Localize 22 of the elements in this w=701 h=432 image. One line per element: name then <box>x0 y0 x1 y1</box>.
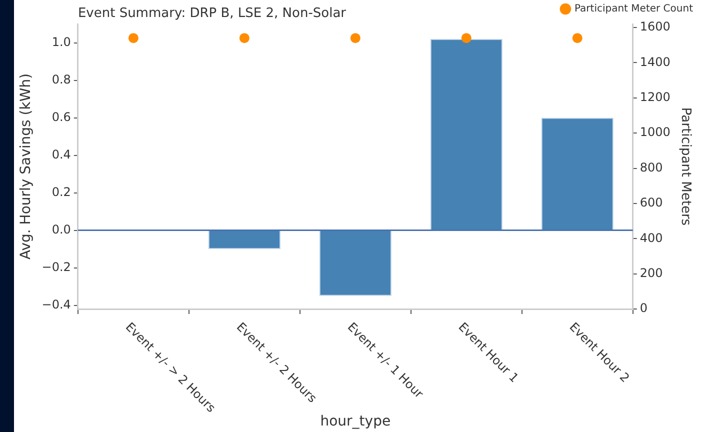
y2-tick-label: 1000 <box>640 125 670 140</box>
legend-label: Participant Meter Count <box>574 4 694 15</box>
y2-tick-label: 1400 <box>640 54 670 69</box>
y2-tick-label: 200 <box>640 266 663 280</box>
y-tick-label: 1.0 <box>52 34 71 49</box>
y2-tick-label: 1200 <box>640 90 670 104</box>
y-tick-label: 0.2 <box>52 184 71 199</box>
y2-tick-label: 400 <box>640 230 663 245</box>
y-axis-title: Avg. Hourly Savings (kWh) <box>18 73 34 260</box>
y-tick-label: 0.6 <box>52 110 71 124</box>
x-axis-title: hour_type <box>320 414 391 430</box>
y-tick-label: 0.0 <box>52 222 71 236</box>
y2-tick-label: 600 <box>640 196 663 210</box>
y-tick-label: −0.2 <box>42 260 71 274</box>
chart-title: Event Summary: DRP B, LSE 2, Non-Solar <box>78 6 347 21</box>
y2-tick-label: 1600 <box>640 20 670 34</box>
y-tick-label: 0.4 <box>52 147 71 162</box>
y2-tick-label: 0 <box>640 301 648 316</box>
y2-tick-label: 800 <box>640 160 663 174</box>
y2-axis-title: Participant Meters <box>678 107 693 226</box>
y-tick-label: −0.4 <box>42 297 71 312</box>
y-tick-label: 0.8 <box>52 72 71 86</box>
